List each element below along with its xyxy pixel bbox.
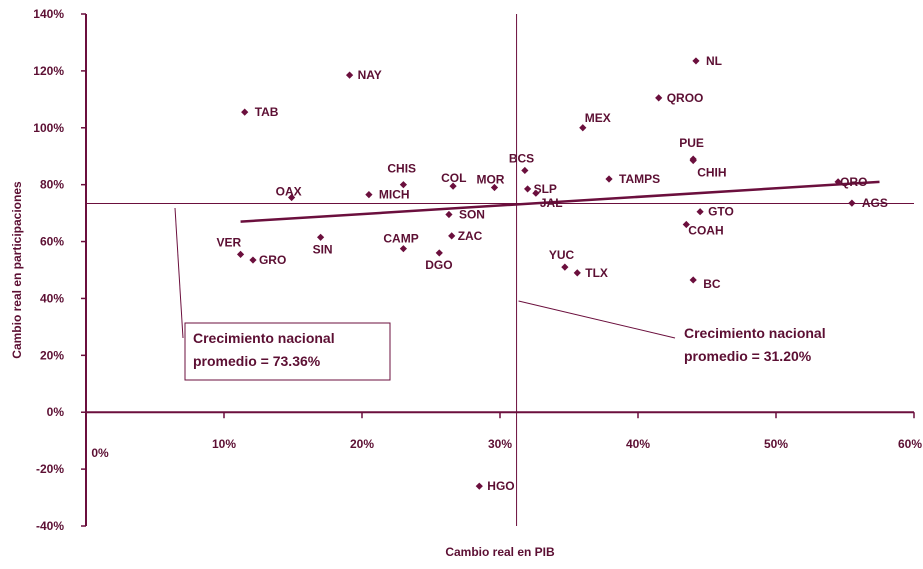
point-label-pue: PUE: [679, 136, 704, 150]
data-point-hgo: [475, 482, 483, 490]
point-label-coah: COAH: [688, 223, 723, 237]
data-point-mex: [579, 124, 587, 132]
annotation-text-nacional-y: promedio = 73.36%: [193, 353, 321, 369]
data-point-bc: [689, 276, 697, 284]
x-tick-label: 0%: [91, 446, 109, 460]
point-label-zac: ZAC: [458, 229, 483, 243]
data-point-son: [445, 210, 453, 219]
point-label-qro: QRO: [840, 175, 867, 189]
data-point-chih: [689, 156, 697, 165]
point-label-son: SON: [459, 208, 485, 222]
data-point-nay: [345, 71, 354, 79]
y-tick-label: -40%: [36, 519, 64, 533]
point-label-tab: TAB: [255, 105, 279, 119]
data-point-nl: [692, 57, 700, 65]
reference-lines: [86, 14, 914, 526]
annotation-text-nacional-x: promedio = 31.20%: [684, 348, 812, 364]
data-point-oax: [288, 193, 296, 202]
point-label-ags: AGS: [862, 196, 888, 210]
point-label-mor: MOR: [476, 173, 504, 187]
point-label-tamps: TAMPS: [619, 172, 660, 186]
data-point-qroo: [655, 94, 663, 102]
point-label-bcs: BCS: [509, 151, 534, 165]
x-axis-title: Cambio real en PIB: [445, 545, 555, 559]
annotation-pointer-nacional-y: [174, 207, 184, 339]
point-label-mich: MICH: [379, 188, 410, 202]
x-tick-label: 40%: [626, 437, 650, 451]
x-tick-label: 60%: [898, 437, 922, 451]
y-tick-label: -20%: [36, 462, 64, 476]
data-point-tab: [241, 108, 249, 116]
data-points: NL NAY QROO TAB MEX PUE CHIH BCS TAMPS QRO CHIS COL…: [217, 54, 888, 493]
point-label-camp: CAMP: [383, 232, 418, 246]
data-point-zac: [448, 232, 456, 240]
data-point-mor: [490, 183, 499, 192]
y-axis-title: Cambio real en participaciones: [10, 181, 24, 359]
data-point-gro: [249, 256, 257, 264]
data-point-ags: [848, 199, 856, 207]
x-tick-label: 50%: [764, 437, 788, 451]
annotation-box-nacional-y: [184, 322, 391, 381]
y-tick-label: 0%: [47, 405, 65, 419]
data-point-sin: [317, 233, 325, 241]
point-label-gro: GRO: [259, 253, 286, 267]
data-point-qro: [834, 178, 842, 186]
x-tick-label: 30%: [488, 437, 512, 451]
point-label-nay: NAY: [358, 68, 382, 82]
data-point-slp: [524, 185, 532, 193]
point-label-bc: BC: [703, 277, 721, 291]
y-tick-label: 100%: [33, 121, 64, 135]
x-tick-label: 10%: [212, 437, 236, 451]
data-point-mich: [365, 191, 373, 199]
trendline: [240, 180, 880, 223]
point-label-qroo: QROO: [667, 91, 704, 105]
tick-labels: -40% -20% 0% 20% 40% 60% 80% 100% 120% 140% 0% 10% 2…: [33, 7, 922, 533]
trendline-group: [240, 180, 880, 223]
point-label-oax: OAX: [276, 184, 302, 198]
data-point-bcs: [521, 166, 529, 175]
annotation-pointer-nacional-x: [518, 300, 676, 339]
point-label-jal: JAL: [540, 196, 563, 210]
x-tick-label: 20%: [350, 437, 374, 451]
data-point-yuc: [561, 263, 569, 271]
point-label-ver: VER: [217, 235, 242, 249]
point-label-dgo: DGO: [425, 258, 452, 272]
point-label-gto: GTO: [708, 205, 734, 219]
y-tick-label: 40%: [40, 291, 64, 305]
data-point-tamps: [605, 175, 613, 183]
data-point-camp: [399, 245, 407, 253]
data-point-chis: [399, 181, 407, 189]
data-point-jal: [532, 189, 540, 197]
data-point-tlx: [573, 269, 581, 277]
y-tick-label: 60%: [40, 235, 64, 249]
data-point-ver: [236, 250, 245, 258]
data-point-dgo: [435, 249, 443, 257]
data-point-gto: [696, 208, 704, 216]
annotation-text-nacional-x: Crecimiento nacional: [684, 325, 826, 341]
point-label-yuc: YUC: [549, 248, 575, 262]
y-tick-label: 80%: [40, 178, 64, 192]
point-label-slp: SLP: [534, 182, 557, 196]
point-label-tlx: TLX: [585, 266, 608, 280]
y-tick-label: 20%: [40, 348, 64, 362]
point-label-sin: SIN: [313, 242, 333, 256]
y-tick-label: 140%: [33, 7, 64, 21]
point-label-chih: CHIH: [697, 165, 726, 179]
data-point-col: [449, 182, 457, 190]
point-label-mex: MEX: [585, 111, 611, 125]
y-tick-label: 120%: [33, 64, 64, 78]
point-label-col: COL: [441, 171, 466, 185]
annotations: Crecimiento nacional promedio = 73.36% Cre…: [174, 207, 826, 381]
annotation-text-nacional-y: Crecimiento nacional: [193, 330, 335, 346]
point-label-nl: NL: [706, 54, 722, 68]
data-point-coah: [682, 220, 690, 229]
point-label-chis: CHIS: [387, 162, 416, 176]
point-label-hgo: HGO: [487, 479, 514, 493]
axes: [81, 13, 915, 527]
